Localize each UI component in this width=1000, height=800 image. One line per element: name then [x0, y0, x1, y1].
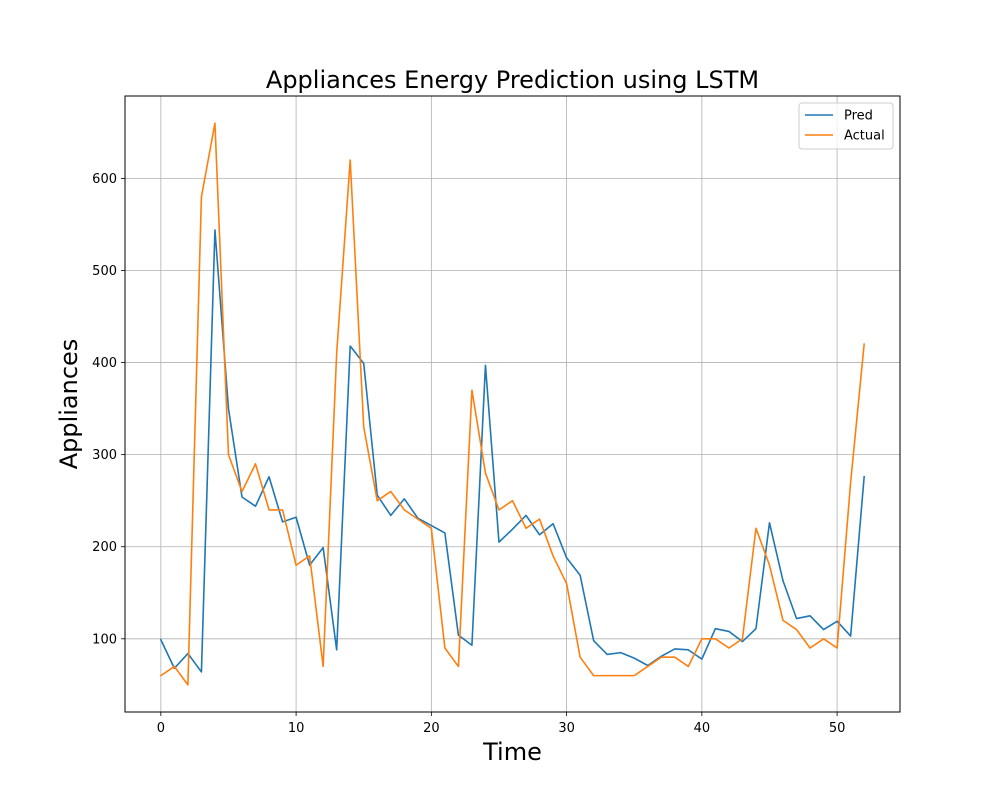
x-tick-label: 30	[558, 721, 575, 736]
legend-label-pred: Pred	[844, 109, 873, 124]
y-axis-label: Appliances	[55, 339, 83, 470]
x-tick-label: 0	[157, 721, 165, 736]
x-tick-label: 50	[829, 721, 846, 736]
series-lines	[159, 122, 866, 686]
series-line-pred	[159, 229, 866, 673]
chart-title: Appliances Energy Prediction using LSTM	[266, 66, 759, 94]
y-tick-label: 100	[92, 632, 117, 647]
x-tick-label: 20	[423, 721, 440, 736]
x-axis-label: Time	[482, 738, 542, 766]
y-tick-label: 300	[92, 448, 117, 463]
y-tick-label: 400	[92, 356, 117, 371]
series-line-actual	[159, 122, 866, 686]
axis-ticks: 0 10 20 30 40 50 100 200 300 400 500 600	[92, 172, 845, 736]
x-tick-label: 40	[694, 721, 711, 736]
y-tick-label: 500	[92, 264, 117, 279]
legend: Pred Actual	[798, 102, 894, 150]
grid	[125, 96, 900, 712]
y-tick-label: 600	[92, 172, 117, 187]
x-tick-label: 10	[288, 721, 305, 736]
legend-label-actual: Actual	[844, 129, 885, 144]
y-tick-label: 200	[92, 540, 117, 555]
plot-frame	[124, 95, 901, 713]
